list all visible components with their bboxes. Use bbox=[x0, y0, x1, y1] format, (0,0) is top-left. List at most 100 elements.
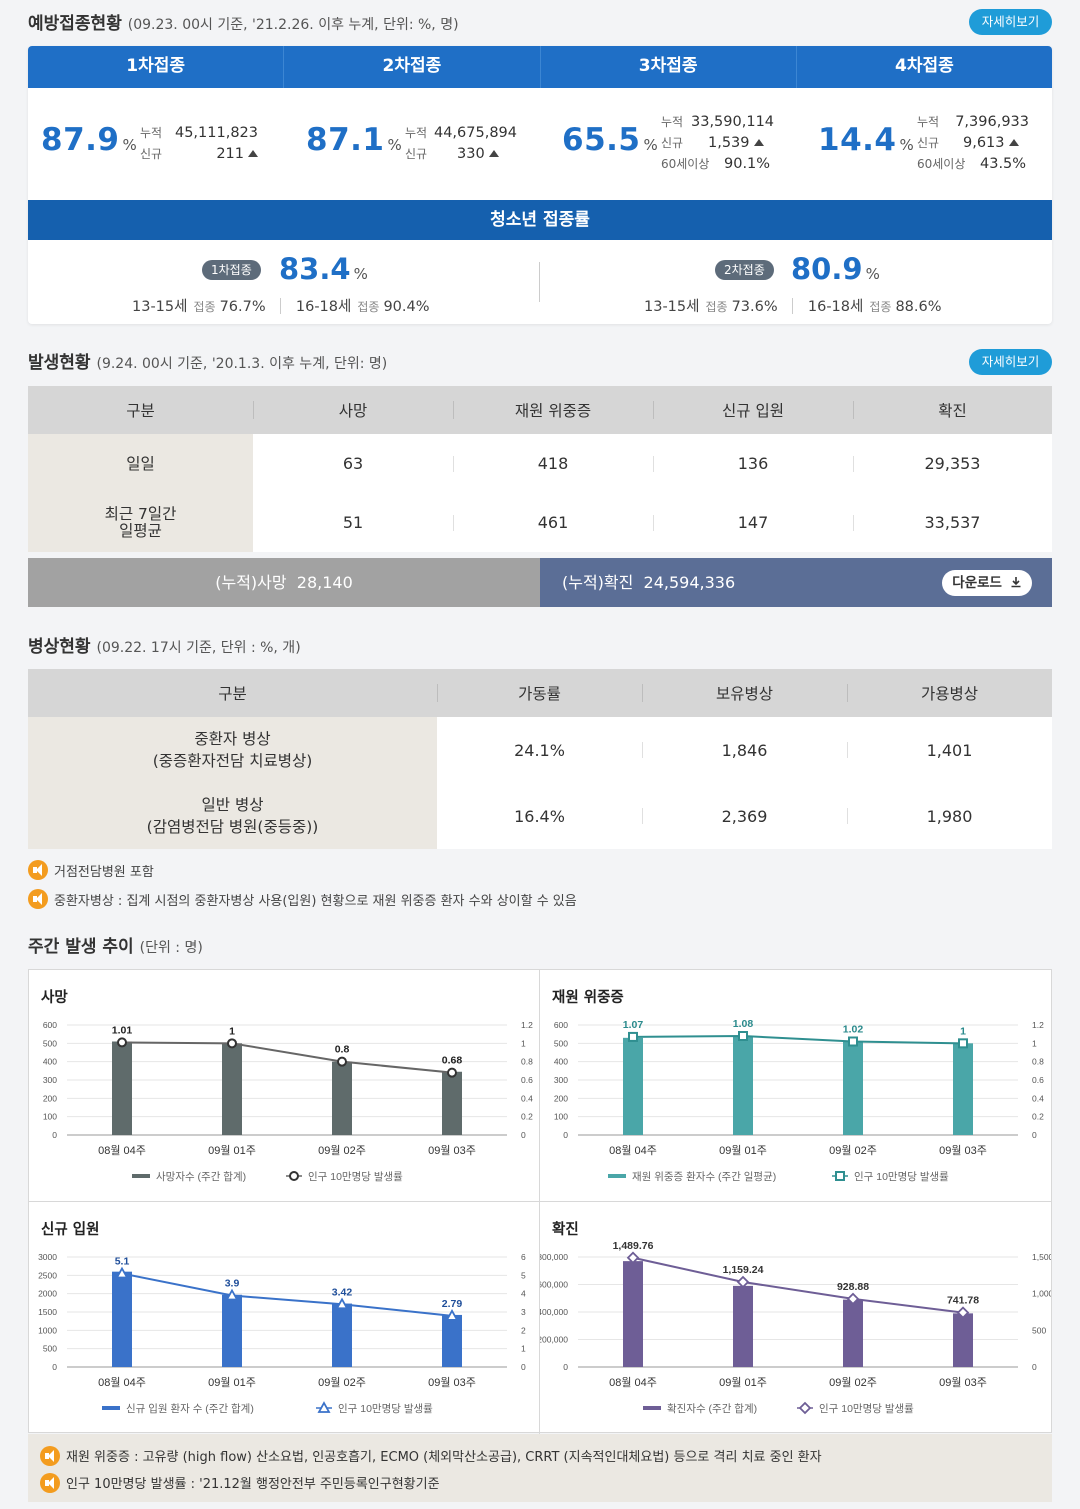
rate-marker bbox=[225, 1288, 239, 1301]
y2-tick-label: 0.2 bbox=[521, 1112, 533, 1122]
speaker-icon bbox=[40, 1445, 60, 1466]
cumulative-confirmed-value: 24,594,336 bbox=[643, 573, 736, 592]
outbreak-title: 발생현황 (9.24. 00시 기준, '20.1.3. 이후 누계, 단위: … bbox=[28, 348, 387, 373]
speaker-icon bbox=[28, 889, 48, 909]
rate-label: 3.9 bbox=[225, 1278, 240, 1290]
legend-bar-label: 재원 위중증 환자수 (주간 일평균) bbox=[632, 1170, 776, 1183]
y2-tick-label: 6 bbox=[521, 1252, 526, 1262]
y2-tick-label: 1.2 bbox=[1032, 1020, 1044, 1030]
weekly-title-text: 주간 발생 추이 bbox=[28, 937, 134, 957]
dose-4-cum: 7,396,933 bbox=[955, 113, 1029, 130]
bar bbox=[442, 1071, 462, 1135]
bar bbox=[222, 1294, 242, 1367]
bar bbox=[332, 1061, 352, 1135]
weekly-charts: 사망 0 100 200 300 400 500 600 0 0.2 0.4 0.6 0.8 1 1.2 0… bbox=[28, 969, 1052, 1434]
dose-2-cell: 87.1% 누적 44,675,894 신규 330 bbox=[284, 88, 540, 198]
icu-occupancy: 24.1% bbox=[514, 740, 565, 760]
chart-admission: 신규 입원 0 500 1000 1500 2000 2500 3000 0 1 2 3 4 5 6 08월… bbox=[29, 1202, 540, 1434]
dose-1-header: 1차접종 bbox=[28, 46, 285, 88]
speaker-icon bbox=[28, 860, 48, 880]
bar bbox=[112, 1041, 132, 1135]
divider bbox=[792, 298, 794, 314]
teen-dose-2: 2차접종 80.9% 13-15세 접종 73.6% 16-18세 접종 88.6% bbox=[540, 240, 1052, 324]
vaccination-title-text: 예방접종현황 bbox=[28, 14, 122, 34]
teen-row: 1차접종 83.4% 13-15세 접종 76.7% 16-18세 접종 90.4% 2… bbox=[28, 240, 1052, 324]
cumulative-bar: (누적)사망 28,140 (누적)확진 24,594,336 다운로드 bbox=[28, 558, 1052, 607]
download-button[interactable]: 다운로드 bbox=[942, 570, 1032, 596]
table-row: 일반 병상 (감염병전담 병원(중등중)) 16.4% 2,369 1,980 bbox=[28, 783, 1052, 849]
y-tick-label: 200,000 bbox=[540, 1335, 568, 1345]
dose-3-rate: 65.5% bbox=[562, 122, 658, 158]
dose-4-detail: 누적 7,396,933 신규 9,613 60세이상 43.5% bbox=[917, 111, 1029, 174]
y-tick-label: 500 bbox=[43, 1038, 57, 1048]
bar bbox=[442, 1314, 462, 1367]
teen-dose-2-rate-unit: % bbox=[865, 265, 880, 283]
y-tick-label: 600 bbox=[43, 1020, 57, 1030]
y-tick-label: 500 bbox=[554, 1038, 568, 1048]
download-icon bbox=[1011, 577, 1021, 588]
y-tick-label: 1500 bbox=[38, 1307, 57, 1317]
col-occupancy: 가동률 bbox=[437, 669, 642, 717]
icu-available: 1,401 bbox=[847, 717, 1052, 783]
rate-line bbox=[632, 1256, 964, 1314]
legend-line-label: 인구 10만명당 발생률 bbox=[338, 1403, 433, 1415]
avg-severe: 461 bbox=[453, 493, 653, 552]
y2-tick-label: 4 bbox=[521, 1289, 526, 1299]
rate-marker bbox=[447, 1067, 457, 1078]
x-tick-label: 09월 01주 bbox=[719, 1144, 767, 1157]
y2-tick-label: 1 bbox=[521, 1038, 526, 1048]
teen-dose-1: 1차접종 83.4% 13-15세 접종 76.7% 16-18세 접종 90.4% bbox=[28, 240, 540, 324]
y-tick-label: 600,000 bbox=[540, 1280, 568, 1290]
rate-marker bbox=[628, 1031, 638, 1042]
dose-1-rate-unit: % bbox=[122, 136, 138, 154]
dose-1-rate: 87.9% bbox=[41, 122, 137, 158]
weekly-footnotes: 재원 위중증 : 고유량 (high flow) 산소요법, 인공호흡기, EC… bbox=[28, 1434, 1052, 1502]
rate-line bbox=[632, 1034, 964, 1045]
rate-label: 1 bbox=[960, 1025, 966, 1037]
x-tick-label: 09월 01주 bbox=[208, 1144, 256, 1157]
legend-bar-swatch bbox=[102, 1406, 120, 1410]
dose-3-new-value: 1,539 bbox=[708, 134, 750, 151]
general-owned: 2,369 bbox=[642, 783, 847, 849]
outbreak-more-button[interactable]: 자세히보기 bbox=[969, 349, 1052, 375]
chart-title: 사망 bbox=[41, 990, 68, 1006]
table-row: 중환자 병상 (중증환자전담 치료병상) 24.1% 1,846 1,401 bbox=[28, 717, 1052, 783]
chart-severe: 재원 위중증 0 100 200 300 400 500 600 0 0.2 0.4 0.6 0.8 1… bbox=[540, 970, 1051, 1202]
teen-dose-1-badge: 1차접종 bbox=[202, 260, 261, 280]
cum-label: 누적 bbox=[661, 115, 684, 129]
beds-note-1-text: 거점전담병원 포함 bbox=[54, 864, 154, 880]
rate-marker bbox=[835, 1171, 845, 1181]
x-tick-label: 09월 02주 bbox=[318, 1376, 366, 1389]
age-group-16-18-rate: 90.4% bbox=[383, 299, 430, 315]
dose-4-rate-unit: % bbox=[899, 136, 915, 154]
beds-subtitle: (09.22. 17시 기준, 단위 : %, 개) bbox=[96, 640, 301, 656]
dose-1-cell: 87.9% 누적 45,111,823 신규 211 bbox=[28, 88, 284, 198]
legend-bar-label: 확진자수 (주간 합계) bbox=[667, 1402, 757, 1415]
dose-1-new: 211 bbox=[170, 146, 258, 162]
col-death: 사망 bbox=[253, 386, 453, 434]
rate-marker bbox=[956, 1306, 970, 1319]
chart-title: 신규 입원 bbox=[41, 1222, 100, 1238]
chart-title: 재원 위중증 bbox=[552, 990, 624, 1006]
col-confirmed: 확진 bbox=[853, 386, 1052, 434]
vaccination-more-button[interactable]: 자세히보기 bbox=[969, 9, 1052, 35]
y-tick-label: 400,000 bbox=[540, 1307, 568, 1317]
footnote-1: 재원 위중증 : 고유량 (high flow) 산소요법, 인공호흡기, EC… bbox=[28, 1442, 1052, 1469]
rate-marker bbox=[337, 1056, 347, 1067]
vaccination-title: 예방접종현황 (09.23. 00시 기준, '21.2.26. 이후 누계, … bbox=[28, 9, 459, 34]
x-tick-label: 09월 03주 bbox=[428, 1376, 476, 1389]
teen-divider bbox=[539, 262, 540, 302]
chart-admission-svg: 0 500 1000 1500 2000 2500 3000 0 1 2 3 4 5 6 08월 04주 09… bbox=[38, 1252, 526, 1415]
bar bbox=[843, 1299, 863, 1367]
outbreak-table: 구분 사망 재원 위중증 신규 입원 확진 일일 63 418 136 29,3… bbox=[28, 386, 1052, 552]
legend-bar-swatch bbox=[132, 1174, 150, 1178]
dose-2-new-value: 330 bbox=[457, 145, 485, 162]
dose-2-rate-value: 87.1 bbox=[306, 122, 385, 158]
general-available: 1,980 bbox=[847, 783, 1052, 849]
x-tick-label: 09월 02주 bbox=[829, 1376, 877, 1389]
cumulative-confirmed: (누적)확진 24,594,336 다운로드 bbox=[540, 558, 1052, 607]
cumulative-death: (누적)사망 28,140 bbox=[28, 558, 540, 607]
y2-tick-label: 0.6 bbox=[1032, 1075, 1044, 1085]
dose-4-new: 9,613 bbox=[947, 135, 1029, 151]
col-category: 구분 bbox=[28, 669, 437, 717]
